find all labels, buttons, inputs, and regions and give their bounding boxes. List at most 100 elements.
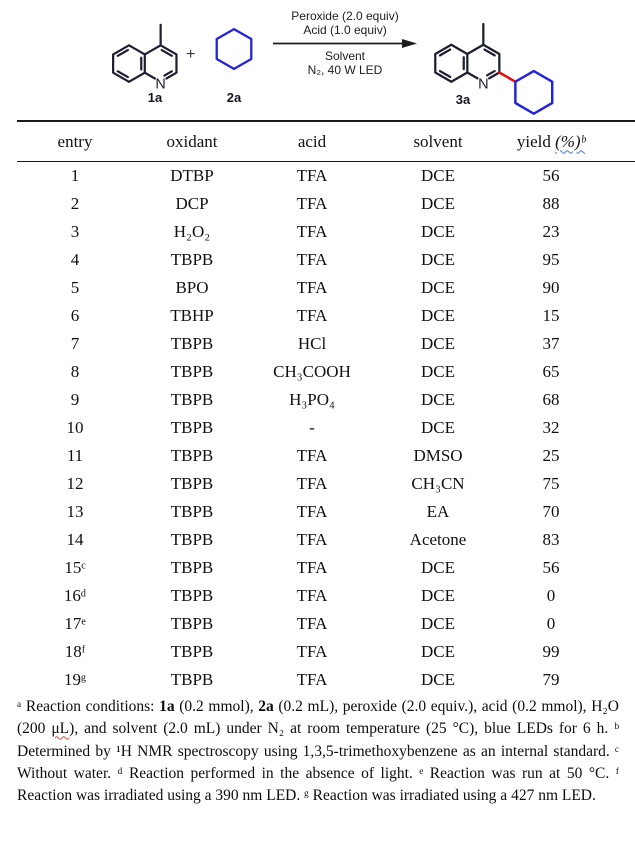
acid-cell: TFA <box>296 670 328 689</box>
solvent-cell: DCE <box>421 334 455 353</box>
solvent-cell: Acetone <box>409 530 467 549</box>
oxidant-cell: TBPB <box>170 446 214 465</box>
oxidant-cell: TBPB <box>170 362 214 381</box>
footnote-remainder: ), and solvent (2.0 mL) under N₂ at room… <box>17 720 619 805</box>
solvent-cell: DCE <box>421 278 455 297</box>
condition-acid: Acid (1.0 equiv) <box>303 23 387 37</box>
entry-cell: 18ᶠ <box>64 642 86 661</box>
table-footnotes: ᵃ Reaction conditions: 1a (0.2 mmol), 2a… <box>17 696 619 807</box>
solvent-cell: DMSO <box>413 446 463 465</box>
entry-cell: 12 <box>66 474 84 493</box>
oxidant-cell: TBPB <box>170 250 214 269</box>
acid-cell: - <box>309 418 315 437</box>
solvent-cell: DCE <box>421 250 455 269</box>
acid-cell: TFA <box>296 306 328 325</box>
reactant-1a-structure: N <box>112 23 178 92</box>
acid-cell: TFA <box>296 166 328 185</box>
table-row: 10 TBPB - DCE 32 <box>17 414 635 442</box>
acid-cell: TFA <box>296 474 328 493</box>
solvent-cell: EA <box>426 502 450 521</box>
table-row: 8 TBPB CH₃COOH DCE 65 <box>17 358 635 386</box>
yield-cell: 83 <box>542 530 560 549</box>
new-carbon-carbon-bond <box>498 71 517 84</box>
table-row: 3 H₂O₂ TFA DCE 23 <box>17 218 635 246</box>
solvent-cell: DCE <box>421 390 455 409</box>
oxidant-cell: TBPB <box>170 614 214 633</box>
reactant-2a-structure <box>215 27 253 71</box>
reaction-scheme: N 1a + 2a Peroxide (2.0 equiv) Acid (1.0… <box>0 0 635 118</box>
label-3a: 3a <box>455 92 471 107</box>
footnote-bold-1a: 1a <box>159 698 175 715</box>
oxidant-cell: TBPB <box>170 670 214 689</box>
solvent-cell: DCE <box>421 614 455 633</box>
yield-cell: 75 <box>542 474 560 493</box>
acid-cell: TFA <box>296 222 328 241</box>
yield-cell: 32 <box>542 418 560 437</box>
solvent-cell: DCE <box>421 642 455 661</box>
table-body: 1 DTBP TFA DCE 56 2 DCP TFA DCE 88 3 H₂O₂ TFA DCE 23 4 T… <box>17 162 635 695</box>
yield-cell: 25 <box>542 446 560 465</box>
oxidant-cell: TBPB <box>170 558 214 577</box>
entry-cell: 11 <box>66 446 84 465</box>
yield-cell: 95 <box>542 250 560 269</box>
entry-cell: 14 <box>66 530 84 549</box>
acid-cell: TFA <box>296 502 328 521</box>
entry-cell: 13 <box>66 502 84 521</box>
col-header-oxidant: oxidant <box>133 121 251 162</box>
yield-cell: 23 <box>542 222 560 241</box>
col-header-yield: yield (%)ᵇ <box>503 121 635 162</box>
yield-cell: 88 <box>542 194 560 213</box>
acid-cell: TFA <box>296 642 328 661</box>
yield-cell: 68 <box>542 390 560 409</box>
yield-cell: 56 <box>542 558 560 577</box>
condition-solvent: Solvent <box>324 49 366 63</box>
col-header-entry: entry <box>17 121 133 162</box>
table-row: 12 TBPB TFA CH₃CN 75 <box>17 470 635 498</box>
entry-cell: 9 <box>70 390 80 409</box>
oxidant-cell: TBPB <box>170 502 214 521</box>
entry-cell: 7 <box>70 334 80 353</box>
oxidant-cell: TBPB <box>170 418 214 437</box>
yield-cell: 79 <box>542 670 560 689</box>
footnote-a-mid1: (0.2 mmol), <box>174 698 259 715</box>
table-row: 15ᶜ TBPB TFA DCE 56 <box>17 554 635 582</box>
yield-cell: 99 <box>542 642 560 661</box>
entry-cell: 19ᵍ <box>63 670 87 689</box>
entry-cell: 3 <box>70 222 80 241</box>
label-1a: 1a <box>147 90 163 105</box>
table-header-row: entry oxidant acid solvent yield (%)ᵇ <box>17 121 635 162</box>
oxidant-cell: H₂O₂ <box>173 222 211 241</box>
yield-cell: 90 <box>542 278 560 297</box>
yield-cell: 0 <box>546 614 556 633</box>
table-row: 19ᵍ TBPB TFA DCE 79 <box>17 666 635 694</box>
entry-cell: 8 <box>70 362 80 381</box>
entry-cell: 2 <box>70 194 80 213</box>
oxidant-cell: TBPB <box>170 334 214 353</box>
acid-cell: CH₃COOH <box>273 362 351 381</box>
table-row: 5 BPO TFA DCE 90 <box>17 274 635 302</box>
acid-cell: TFA <box>296 530 328 549</box>
table-row: 7 TBPB HCl DCE 37 <box>17 330 635 358</box>
oxidant-cell: BPO <box>175 278 209 297</box>
yield-cell: 65 <box>542 362 560 381</box>
solvent-cell: DCE <box>421 362 455 381</box>
footnote-a-start: ᵃ Reaction conditions: <box>17 698 160 715</box>
product-cyclohexyl-ring <box>514 69 554 115</box>
solvent-cell: DCE <box>421 222 455 241</box>
solvent-cell: DCE <box>421 586 455 605</box>
yield-cell: 0 <box>546 586 556 605</box>
yield-cell: 56 <box>542 166 560 185</box>
entry-cell: 16ᵈ <box>63 586 87 605</box>
yield-cell: 15 <box>542 306 560 325</box>
oxidant-cell: TBPB <box>170 642 214 661</box>
acid-cell: H₃PO₄ <box>289 390 335 409</box>
entry-cell: 6 <box>70 306 80 325</box>
yield-header-text: yield <box>516 131 556 151</box>
table-row: 9 TBPB H₃PO₄ DCE 68 <box>17 386 635 414</box>
table-row: 2 DCP TFA DCE 88 <box>17 190 635 218</box>
acid-cell: TFA <box>296 558 328 577</box>
entry-cell: 15ᶜ <box>64 558 86 577</box>
condition-atmosphere-led: N₂, 40 W LED <box>307 63 383 77</box>
reaction-conditions: Peroxide (2.0 equiv) Acid (1.0 equiv) So… <box>272 9 418 77</box>
